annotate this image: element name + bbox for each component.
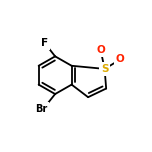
Text: O: O xyxy=(96,45,105,55)
Text: F: F xyxy=(41,38,48,48)
Text: S: S xyxy=(101,64,108,74)
Text: Br: Br xyxy=(35,104,47,114)
Text: O: O xyxy=(116,54,125,64)
